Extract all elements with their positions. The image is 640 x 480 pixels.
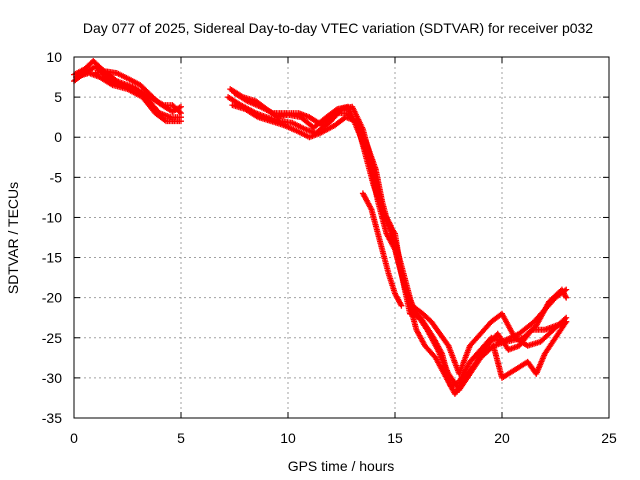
y-tick-label: 5 — [54, 89, 62, 105]
data-point — [332, 107, 339, 114]
plot-frame — [73, 56, 610, 419]
y-tick-label: 0 — [54, 129, 62, 145]
y-tick-label: -10 — [42, 209, 62, 225]
data-point — [330, 111, 337, 118]
data-series — [359, 190, 405, 309]
y-tick-label: -25 — [42, 330, 62, 346]
chart-title: Day 077 of 2025, Sidereal Day-to-day VTE… — [83, 20, 593, 36]
data-point — [562, 293, 569, 300]
data-series — [92, 68, 184, 115]
data-points — [71, 58, 570, 397]
y-tick-label: -20 — [42, 290, 62, 306]
y-tick-label: -35 — [42, 410, 62, 426]
x-tick-label: 5 — [177, 430, 185, 446]
data-point — [563, 318, 570, 325]
y-tick-label: 10 — [46, 49, 62, 65]
data-point — [161, 117, 168, 124]
x-tick-label: 10 — [280, 430, 296, 446]
data-point — [178, 110, 184, 117]
axis-ticks: 0 5 10 15 20 25 -35 -30 -25 -20 -15 -10 -5 0 5 10 — [42, 49, 617, 446]
x-tick-label: 0 — [70, 430, 78, 446]
x-tick-label: 20 — [494, 430, 510, 446]
y-tick-label: -30 — [42, 370, 62, 386]
data-point — [563, 294, 570, 301]
x-tick-label: 25 — [601, 430, 617, 446]
data-series — [231, 90, 570, 377]
data-series — [490, 318, 570, 381]
y-tick-label: -5 — [50, 169, 63, 185]
x-axis-label: GPS time / hours — [288, 458, 395, 474]
data-point — [178, 103, 184, 110]
y-tick-label: -15 — [42, 250, 62, 266]
data-point — [527, 328, 534, 335]
data-point — [178, 118, 184, 125]
y-axis-label: SDTVAR / TECUs — [5, 182, 21, 294]
data-point — [398, 302, 405, 309]
x-tick-label: 15 — [387, 430, 403, 446]
